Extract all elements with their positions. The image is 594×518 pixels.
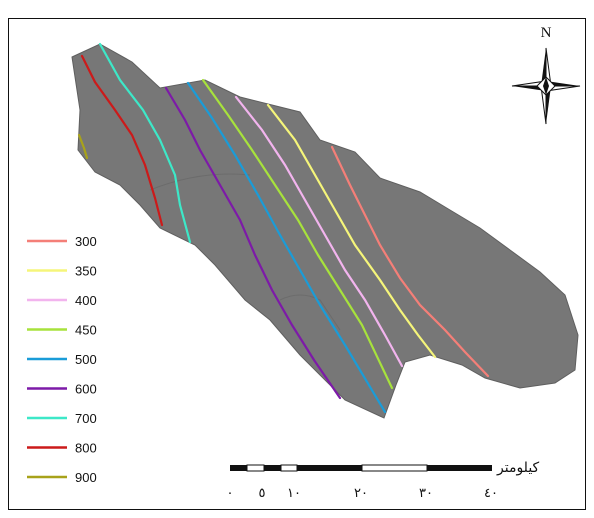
scale-segment (361, 464, 428, 472)
contour-700 (98, 42, 192, 244)
contour-600 (164, 86, 342, 400)
contour-500 (186, 81, 387, 414)
scale-segment (246, 464, 265, 472)
contour-800 (80, 54, 164, 227)
scale-unit-label: کیلومتر (496, 460, 540, 476)
scale-tick-label: ٠ (227, 486, 234, 501)
legend-label: 450 (75, 323, 97, 338)
internal-boundaries (149, 173, 341, 331)
contour-lines (77, 42, 490, 414)
contour-900 (77, 133, 89, 160)
legend-label: 700 (75, 411, 97, 426)
contour-450 (201, 78, 394, 390)
scale-tick-label: ٤٠ (484, 486, 498, 501)
scale-segment (280, 464, 298, 472)
legend-item: 400 (27, 293, 97, 308)
legend-label: 500 (75, 352, 97, 367)
legend-label: 350 (75, 264, 97, 279)
legend-label: 800 (75, 441, 97, 456)
scale-tick-label: ٣٠ (419, 486, 433, 501)
scale-tick-label: ٥ (259, 486, 266, 501)
study-area-region (71, 43, 579, 419)
legend-item: 300 (27, 234, 97, 249)
legend-label: 900 (75, 470, 97, 485)
scale-segment (264, 465, 281, 471)
legend-item: 800 (27, 441, 97, 456)
scale-segment (230, 465, 247, 471)
north-arrow-icon (511, 47, 581, 125)
legend-item: 500 (27, 352, 97, 367)
contour-350 (266, 103, 437, 359)
legend-item: 700 (27, 411, 97, 426)
scale-segment (297, 465, 362, 471)
legend-label: 600 (75, 382, 97, 397)
north-label: N (541, 25, 552, 41)
contour-300 (330, 145, 490, 378)
legend-item: 350 (27, 264, 97, 279)
legend-item: 450 (27, 323, 97, 338)
scale-bar: کیلومتر ٠ ٥ ١٠ ٢٠ ٣٠ ٤٠ (227, 460, 540, 501)
legend-item: 900 (27, 470, 97, 485)
scale-segment (427, 465, 492, 471)
legend-item: 600 (27, 382, 97, 397)
legend: 300 350 400 450 500 600 700 800 900 (27, 234, 97, 485)
legend-label: 300 (75, 234, 97, 249)
legend-label: 400 (75, 293, 97, 308)
scale-tick-label: ٢٠ (354, 486, 368, 501)
contour-400 (234, 95, 404, 368)
scale-tick-label: ١٠ (287, 486, 301, 501)
